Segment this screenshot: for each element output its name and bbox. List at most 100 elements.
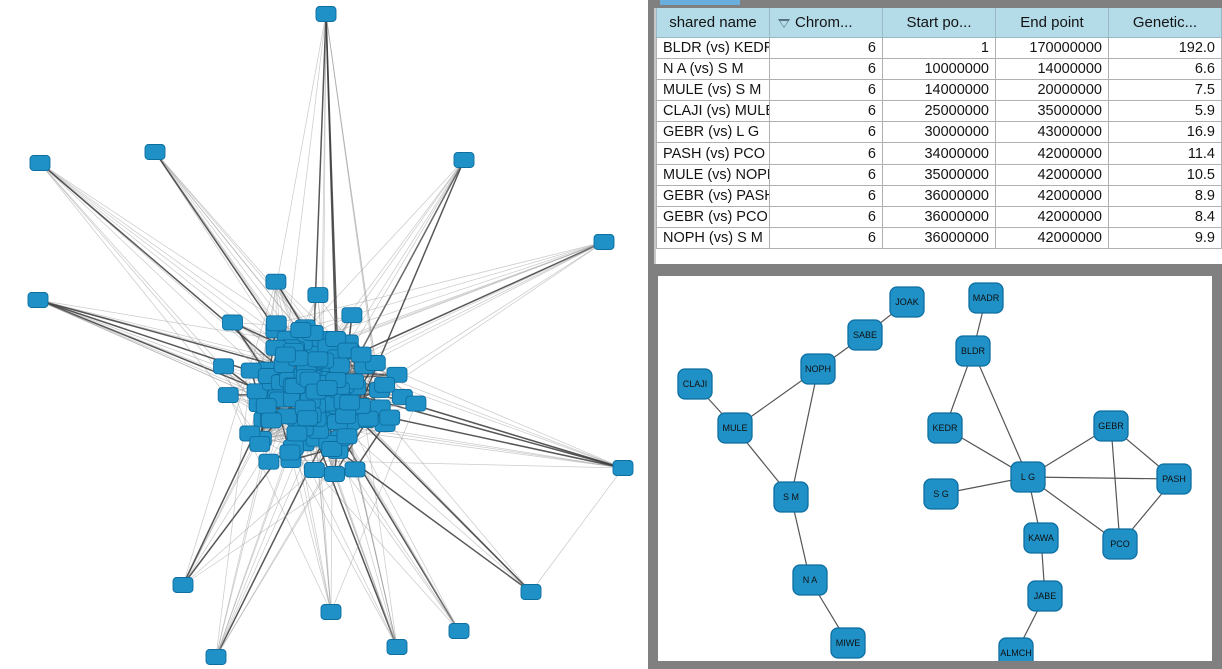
main-network-edge[interactable] [39, 162, 311, 380]
node-shape[interactable] [213, 358, 235, 375]
main-network-edge[interactable] [530, 467, 624, 593]
main-network-node[interactable] [297, 410, 318, 427]
node-shape[interactable] [612, 460, 634, 476]
node-shape[interactable] [144, 144, 166, 160]
main-network-edge[interactable] [276, 241, 605, 324]
main-network-edge[interactable] [347, 159, 465, 343]
node-shape[interactable] [335, 408, 357, 425]
sub-network-canvas-frame[interactable]: CLAJI MULE NOPH SABE JOAK S M N A MIWE MADR BLDR K… [658, 276, 1212, 661]
node-shape[interactable] [1023, 522, 1059, 554]
main-network-node[interactable] [386, 639, 408, 655]
node-shape[interactable] [265, 315, 287, 332]
column-header-start-point[interactable]: Start po... [882, 8, 996, 38]
main-network-node[interactable] [341, 307, 363, 324]
cell-end_point[interactable]: 42000000 [995, 205, 1109, 229]
node-shape[interactable] [339, 394, 361, 411]
node-shape[interactable] [172, 577, 194, 593]
node-shape[interactable] [1027, 580, 1063, 612]
cell-end_point[interactable]: 42000000 [995, 184, 1109, 208]
node-shape[interactable] [927, 412, 963, 444]
main-network-node[interactable] [265, 315, 287, 332]
main-network-edge[interactable] [39, 162, 299, 359]
sub-network-node[interactable]: NOPH [800, 353, 836, 385]
node-shape[interactable] [955, 335, 991, 367]
node-shape[interactable] [453, 152, 475, 168]
table-row[interactable]: GEBR (vs) PASH 6 36000000 42000000 8.9 [656, 184, 1222, 208]
cell-end_point[interactable]: 14000000 [995, 57, 1109, 80]
main-network-edge[interactable] [215, 452, 291, 658]
node-shape[interactable] [315, 6, 337, 22]
cell-chromosome[interactable]: 6 [769, 142, 883, 165]
sub-network-node[interactable]: S M [773, 481, 809, 513]
sub-network-panel[interactable]: CLAJI MULE NOPH SABE JOAK S M N A MIWE MADR BLDR K… [648, 268, 1222, 669]
main-network-edge[interactable] [346, 159, 465, 437]
cell-shared_name[interactable]: MULE (vs) S M [656, 78, 770, 102]
node-shape[interactable] [998, 637, 1034, 661]
main-network-edge[interactable] [330, 403, 417, 613]
edge-table-panel[interactable]: shared name Chrom... Start po... End poi… [648, 0, 1222, 268]
cell-chromosome[interactable]: 6 [769, 227, 883, 250]
cell-shared_name[interactable]: NOPH (vs) S M [656, 227, 770, 250]
main-network-edge[interactable] [256, 391, 398, 648]
node-shape[interactable] [307, 351, 329, 368]
node-shape[interactable] [773, 481, 809, 513]
cell-chromosome[interactable]: 6 [769, 100, 883, 123]
main-network-canvas[interactable] [0, 0, 648, 669]
main-network-edge[interactable] [39, 162, 273, 383]
cell-chromosome[interactable]: 6 [769, 78, 883, 102]
main-network-node[interactable] [260, 412, 282, 429]
main-network-node[interactable] [350, 346, 372, 363]
main-network-node[interactable] [307, 287, 329, 304]
main-network-node[interactable] [453, 152, 475, 168]
main-network-node[interactable] [336, 428, 358, 445]
cell-genetic[interactable]: 10.5 [1108, 163, 1222, 186]
column-header-genetic[interactable]: Genetic... [1108, 8, 1222, 38]
node-shape[interactable] [1010, 461, 1046, 493]
main-network-node[interactable] [315, 6, 337, 22]
main-network-node[interactable] [612, 460, 634, 476]
main-network-node[interactable] [286, 425, 308, 442]
main-network-edge[interactable] [302, 241, 605, 343]
cell-genetic[interactable]: 9.9 [1108, 227, 1222, 250]
main-network-edge[interactable] [313, 421, 332, 613]
cell-chromosome[interactable]: 6 [769, 57, 883, 80]
node-shape[interactable] [321, 441, 343, 457]
sub-network-node[interactable]: SABE [847, 319, 883, 351]
column-header-end-point[interactable]: End point [995, 8, 1109, 38]
sub-network-node[interactable]: PASH [1156, 463, 1192, 495]
node-shape[interactable] [279, 444, 301, 461]
sub-network-node[interactable]: MULE [717, 412, 753, 444]
main-network-edge[interactable] [325, 13, 337, 340]
cell-start_point[interactable]: 30000000 [882, 121, 996, 144]
main-network-node[interactable] [279, 444, 301, 461]
main-network-node[interactable] [339, 394, 361, 411]
node-shape[interactable] [923, 478, 959, 510]
table-row[interactable]: NOPH (vs) S M 6 36000000 42000000 9.9 [656, 227, 1222, 250]
main-network-node[interactable] [448, 623, 470, 639]
cell-genetic[interactable]: 16.9 [1108, 121, 1222, 144]
cell-genetic[interactable]: 192.0 [1108, 36, 1222, 59]
sub-network-node[interactable]: L G [1010, 461, 1046, 493]
main-network-node[interactable] [27, 292, 49, 308]
sub-network-node[interactable]: N A [792, 564, 828, 596]
sub-network-edge[interactable] [790, 368, 819, 498]
main-network-nodes[interactable] [27, 6, 634, 665]
cell-shared_name[interactable]: CLAJI (vs) MULE [656, 100, 770, 123]
node-shape[interactable] [290, 322, 312, 338]
main-network-node[interactable] [344, 461, 366, 478]
main-network-node[interactable] [205, 649, 227, 665]
main-network-node[interactable] [258, 453, 280, 470]
main-network-node[interactable] [335, 408, 357, 425]
node-shape[interactable] [520, 584, 542, 600]
main-network-edge[interactable] [290, 459, 624, 469]
node-shape[interactable] [1093, 410, 1129, 442]
node-shape[interactable] [350, 346, 372, 363]
main-network-node[interactable] [593, 234, 615, 250]
main-network-node[interactable] [520, 584, 542, 600]
node-shape[interactable] [286, 425, 308, 442]
node-shape[interactable] [717, 412, 753, 444]
cell-chromosome[interactable]: 6 [769, 121, 883, 144]
cell-shared_name[interactable]: BLDR (vs) KEDR [656, 36, 770, 59]
table-row[interactable]: BLDR (vs) KEDR 6 1 170000000 192.0 [656, 36, 1222, 59]
